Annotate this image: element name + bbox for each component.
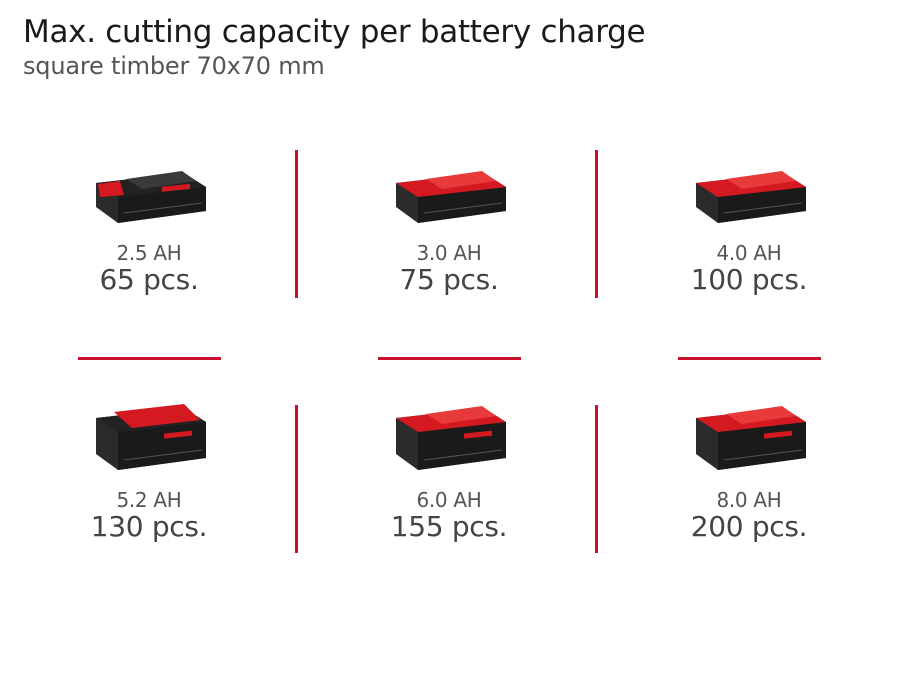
- battery-card: 6.0 AH 155 pcs.: [329, 392, 569, 543]
- battery-pack-icon: [696, 171, 806, 223]
- cut-count: 65 pcs.: [99, 263, 199, 296]
- battery-capacity: 3.0 AH: [416, 241, 482, 265]
- battery-pack-icon: [396, 171, 506, 223]
- battery-card: 2.5 AH 65 pcs.: [29, 145, 269, 296]
- battery-pack-icon: [396, 406, 506, 470]
- page-title: Max. cutting capacity per battery charge: [23, 14, 646, 50]
- column-divider: [295, 405, 298, 553]
- row-divider: [678, 357, 821, 360]
- battery-pack-icon: [96, 171, 206, 223]
- cut-count: 200 pcs.: [690, 510, 808, 543]
- row-divider: [78, 357, 221, 360]
- column-divider: [295, 150, 298, 298]
- cut-count: 155 pcs.: [390, 510, 508, 543]
- battery-capacity: 5.2 AH: [116, 488, 182, 512]
- row-divider: [378, 357, 521, 360]
- page-subtitle: square timber 70x70 mm: [23, 52, 325, 80]
- battery-capacity: 4.0 AH: [716, 241, 782, 265]
- cut-count: 130 pcs.: [90, 510, 208, 543]
- battery-card: 8.0 AH 200 pcs.: [629, 392, 869, 543]
- battery-capacity: 8.0 AH: [716, 488, 782, 512]
- battery-card: 5.2 AH 130 pcs.: [29, 392, 269, 543]
- battery-card: 3.0 AH 75 pcs.: [329, 145, 569, 296]
- cut-count: 100 pcs.: [690, 263, 808, 296]
- battery-capacity: 2.5 AH: [116, 241, 182, 265]
- battery-card: 4.0 AH 100 pcs.: [629, 145, 869, 296]
- column-divider: [595, 150, 598, 298]
- battery-pack-icon: [96, 404, 206, 470]
- column-divider: [595, 405, 598, 553]
- battery-capacity: 6.0 AH: [416, 488, 482, 512]
- cut-count: 75 pcs.: [399, 263, 499, 296]
- battery-pack-icon: [696, 406, 806, 470]
